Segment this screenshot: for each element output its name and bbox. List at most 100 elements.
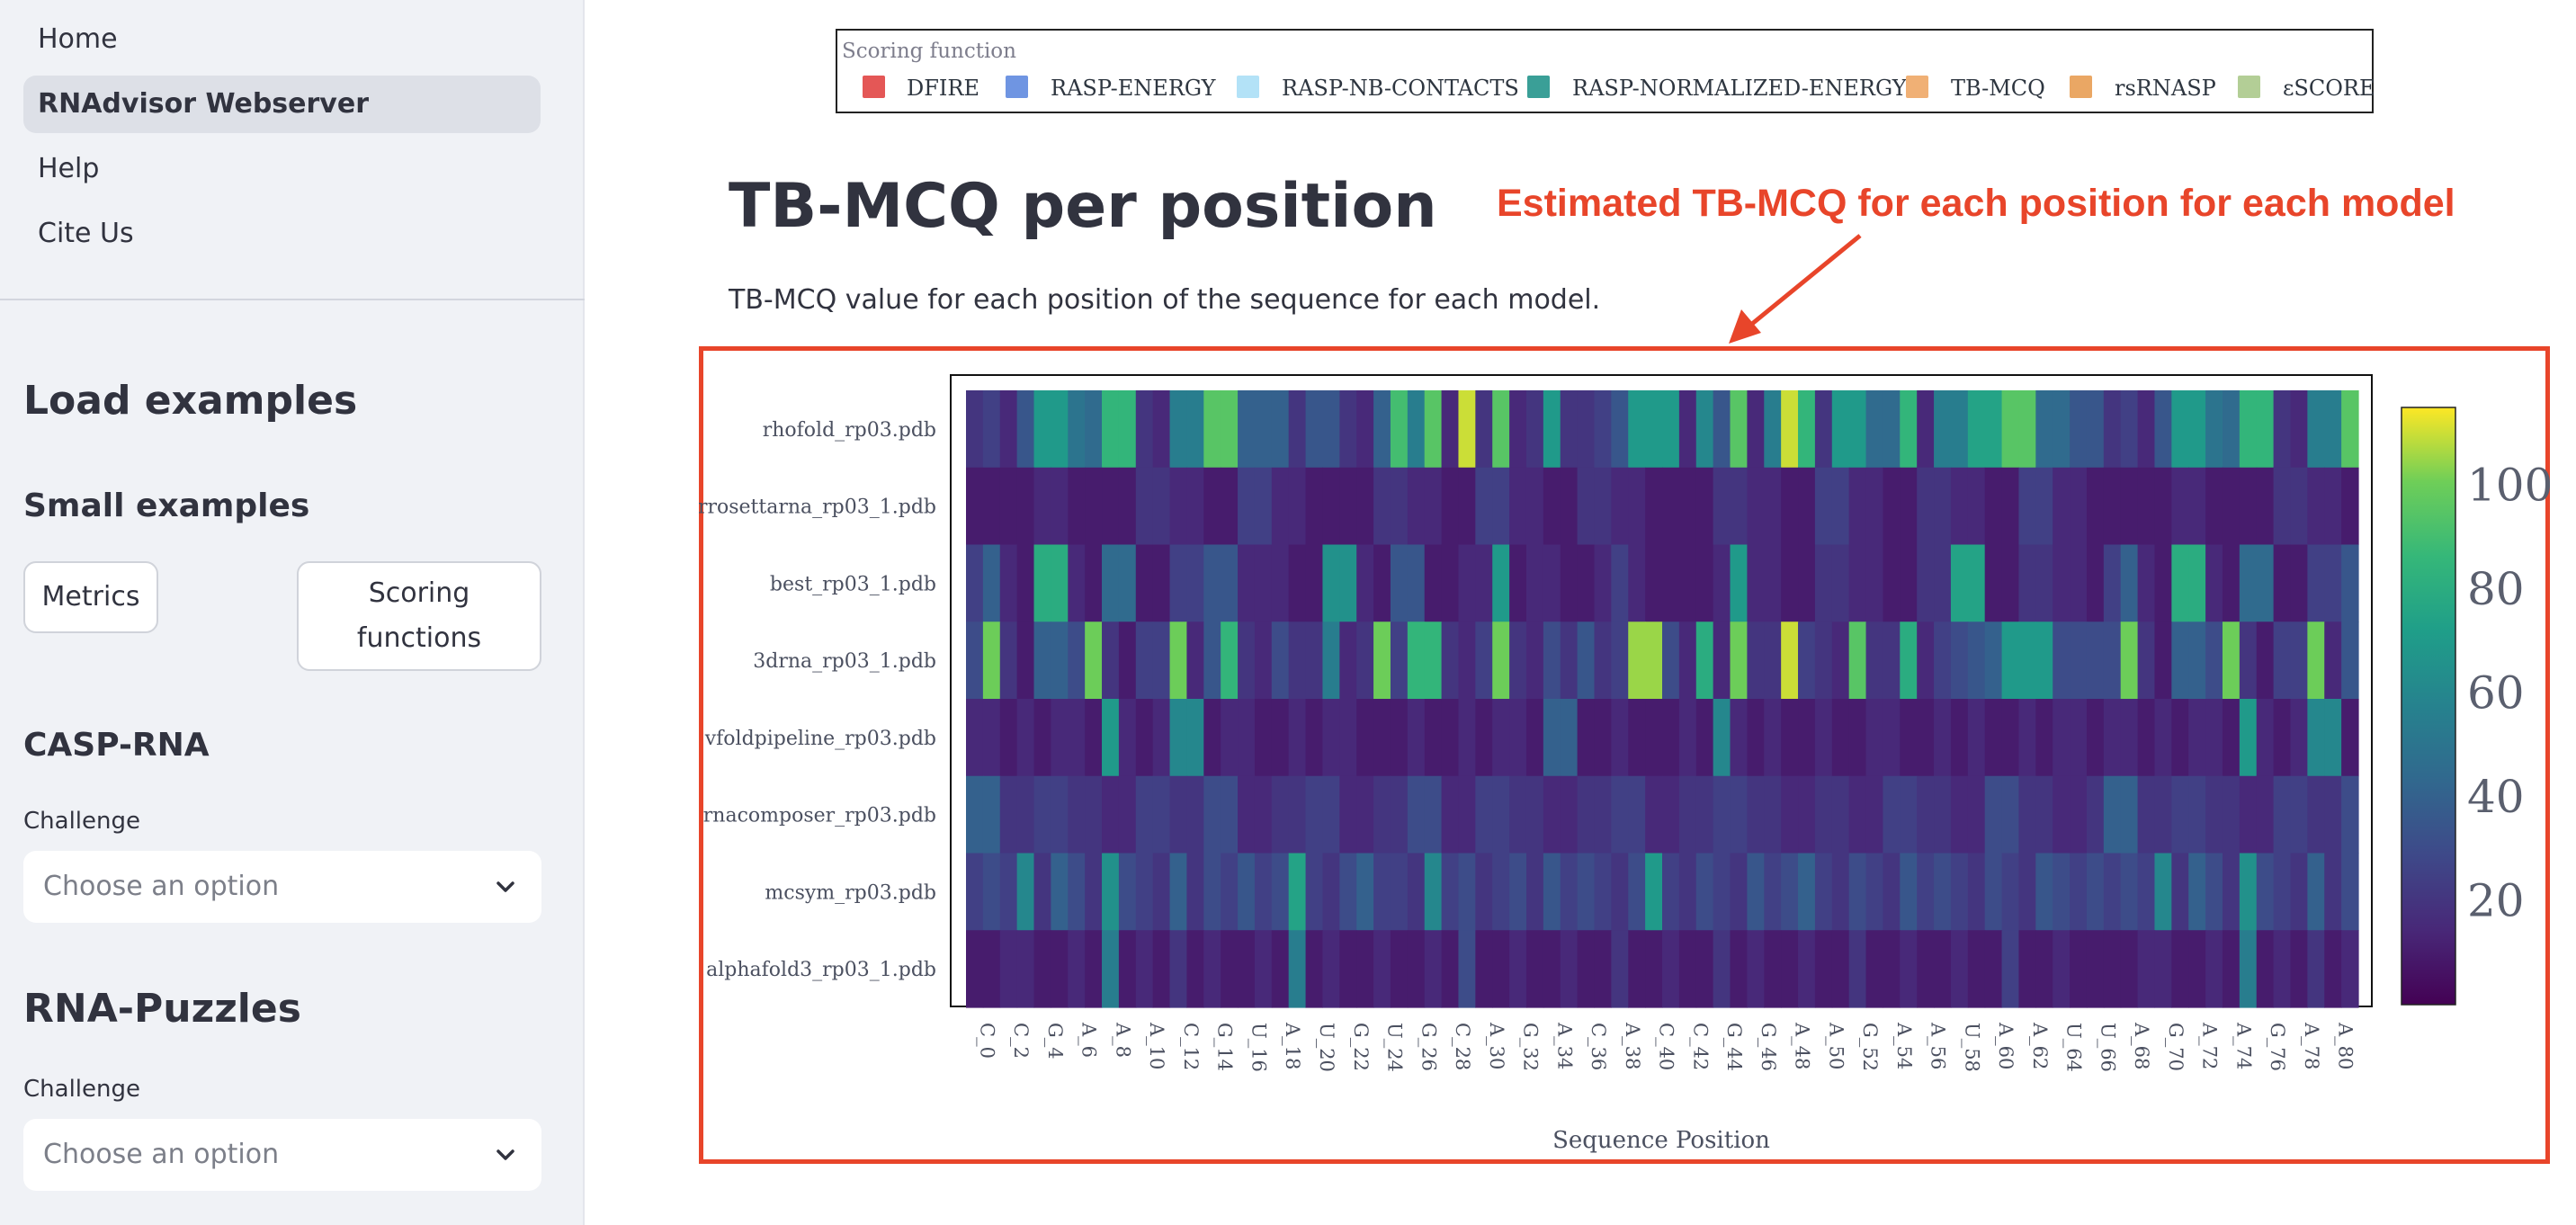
heatmap-cell[interactable] (1577, 621, 1596, 700)
heatmap-cell[interactable] (1662, 775, 1680, 854)
heatmap-cell[interactable] (1407, 699, 1426, 777)
heatmap-cell[interactable] (1900, 467, 1918, 546)
heatmap-cell[interactable] (1577, 390, 1596, 469)
heatmap-cell[interactable] (1814, 853, 1833, 931)
heatmap-cell[interactable] (2205, 467, 2223, 546)
heatmap-cell[interactable] (2324, 853, 2342, 931)
heatmap-cell[interactable] (1356, 390, 1374, 469)
heatmap-cell[interactable] (1543, 390, 1561, 469)
heatmap-cell[interactable] (2324, 544, 2342, 622)
heatmap-cell[interactable] (1543, 467, 1561, 546)
heatmap-cell[interactable] (1051, 930, 1069, 1008)
heatmap-cell[interactable] (1458, 544, 1476, 622)
heatmap-cell[interactable] (1865, 621, 1884, 700)
heatmap-cell[interactable] (1356, 467, 1374, 546)
heatmap-cell[interactable] (2205, 544, 2223, 622)
heatmap-cell[interactable] (1831, 930, 1850, 1008)
heatmap-cell[interactable] (1271, 699, 1290, 777)
heatmap-cell[interactable] (2035, 544, 2053, 622)
heatmap-cell[interactable] (1831, 390, 1850, 469)
heatmap-cell[interactable] (1085, 853, 1103, 931)
heatmap-cell[interactable] (966, 775, 984, 854)
heatmap-cell[interactable] (1645, 390, 1663, 469)
heatmap-cell[interactable] (1135, 544, 1154, 622)
heatmap-cell[interactable] (2307, 699, 2325, 777)
heatmap-cell[interactable] (1950, 467, 1969, 546)
heatmap-cell[interactable] (2103, 853, 2122, 931)
heatmap-cell[interactable] (1662, 930, 1680, 1008)
heatmap-cell[interactable] (1594, 930, 1612, 1008)
nav-item-cite-us[interactable]: Cite Us (38, 218, 134, 249)
heatmap-cell[interactable] (1628, 621, 1646, 700)
heatmap-cell[interactable] (1645, 621, 1663, 700)
heatmap-cell[interactable] (1967, 621, 1986, 700)
heatmap-cell[interactable] (2120, 699, 2139, 777)
heatmap-cell[interactable] (1713, 775, 1731, 854)
heatmap-cell[interactable] (2290, 699, 2308, 777)
heatmap-cell[interactable] (1730, 621, 1748, 700)
heatmap-cell[interactable] (1662, 853, 1680, 931)
heatmap-cell[interactable] (1883, 775, 1901, 854)
heatmap-cell[interactable] (1135, 775, 1154, 854)
heatmap-cell[interactable] (1016, 699, 1035, 777)
heatmap-cell[interactable] (1305, 390, 1324, 469)
heatmap-cell[interactable] (1967, 390, 1986, 469)
heatmap-cell[interactable] (1322, 699, 1340, 777)
heatmap-cell[interactable] (1848, 544, 1867, 622)
heatmap-cell[interactable] (1678, 853, 1697, 931)
heatmap-cell[interactable] (1730, 544, 1748, 622)
heatmap-cell[interactable] (1509, 544, 1527, 622)
heatmap-cell[interactable] (1747, 853, 1765, 931)
heatmap-cell[interactable] (1577, 699, 1596, 777)
heatmap-cell[interactable] (1730, 390, 1748, 469)
heatmap-cell[interactable] (2307, 930, 2325, 1008)
heatmap-cell[interactable] (982, 467, 1001, 546)
heatmap-cell[interactable] (1917, 930, 1935, 1008)
heatmap-cell[interactable] (1628, 467, 1646, 546)
heatmap-cell[interactable] (999, 467, 1018, 546)
heatmap-cell[interactable] (1085, 699, 1103, 777)
heatmap-cell[interactable] (1305, 853, 1324, 931)
heatmap-cell[interactable] (2053, 544, 2071, 622)
heatmap-cell[interactable] (1543, 775, 1561, 854)
heatmap-cell[interactable] (1441, 467, 1460, 546)
heatmap-cell[interactable] (1831, 699, 1850, 777)
heatmap-cell[interactable] (1407, 621, 1426, 700)
heatmap-cell[interactable] (1424, 930, 1443, 1008)
heatmap-cell[interactable] (2086, 699, 2105, 777)
nav-item-help[interactable]: Help (38, 153, 100, 184)
heatmap-cell[interactable] (1934, 699, 1952, 777)
heatmap-cell[interactable] (1051, 544, 1069, 622)
heatmap-cell[interactable] (2324, 390, 2342, 469)
heatmap-cell[interactable] (1560, 930, 1579, 1008)
heatmap-cell[interactable] (1186, 699, 1204, 777)
heatmap-cell[interactable] (2290, 390, 2308, 469)
heatmap-cell[interactable] (1458, 621, 1476, 700)
heatmap-cell[interactable] (2341, 930, 2359, 1008)
heatmap-cell[interactable] (2188, 544, 2206, 622)
heatmap-cell[interactable] (1441, 390, 1460, 469)
heatmap-cell[interactable] (2273, 390, 2292, 469)
heatmap-cell[interactable] (2086, 621, 2105, 700)
heatmap-cell[interactable] (2053, 390, 2071, 469)
heatmap-cell[interactable] (2120, 467, 2139, 546)
heatmap-cell[interactable] (1848, 390, 1867, 469)
heatmap-cell[interactable] (2035, 775, 2053, 854)
heatmap-cell[interactable] (1458, 467, 1476, 546)
heatmap-cell[interactable] (1203, 699, 1221, 777)
heatmap-cell[interactable] (1883, 544, 1901, 622)
heatmap-cell[interactable] (2070, 853, 2088, 931)
heatmap-cell[interactable] (1390, 699, 1409, 777)
heatmap-cell[interactable] (1967, 853, 1986, 931)
heatmap-cell[interactable] (1288, 544, 1307, 622)
heatmap-cell[interactable] (1577, 775, 1596, 854)
heatmap-cell[interactable] (1271, 621, 1290, 700)
heatmap-cell[interactable] (1628, 390, 1646, 469)
heatmap-cell[interactable] (2120, 544, 2139, 622)
heatmap-cell[interactable] (1254, 775, 1273, 854)
heatmap-cell[interactable] (2256, 853, 2275, 931)
heatmap-cell[interactable] (2001, 930, 2020, 1008)
heatmap-cell[interactable] (1781, 621, 1799, 700)
heatmap-cell[interactable] (2018, 390, 2036, 469)
heatmap-cell[interactable] (982, 853, 1001, 931)
